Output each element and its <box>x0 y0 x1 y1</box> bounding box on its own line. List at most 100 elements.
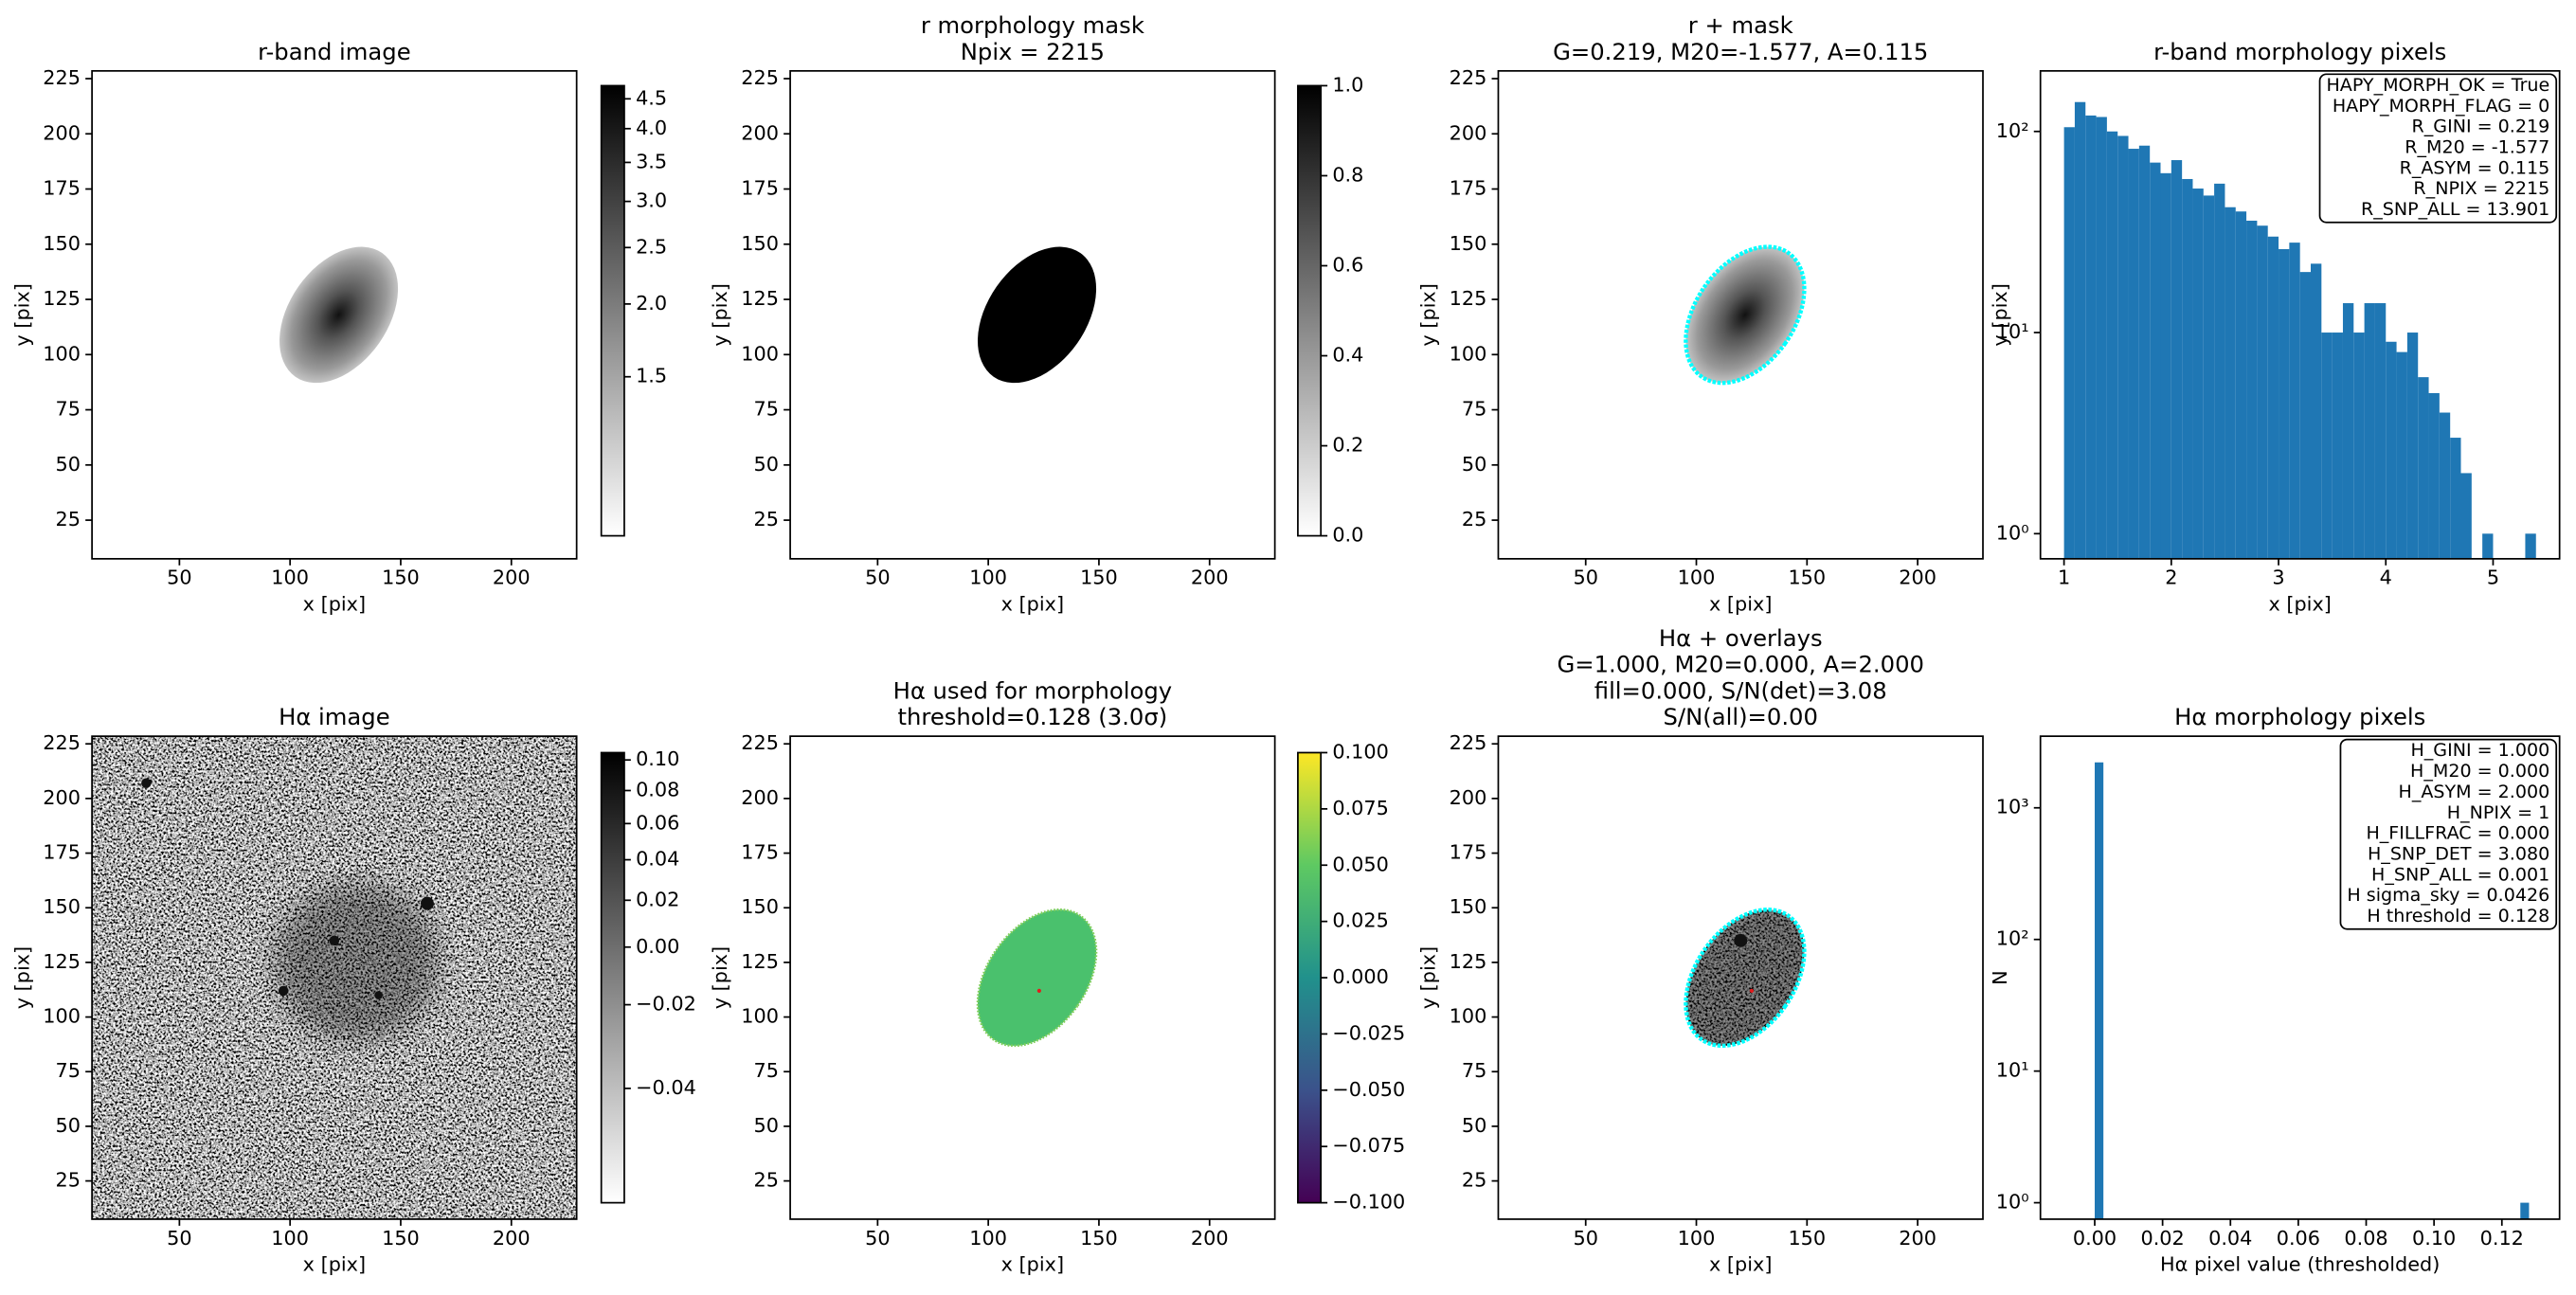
bar <box>2311 263 2322 559</box>
image-area <box>976 908 1098 1048</box>
y-tick-label: 25 <box>56 508 81 531</box>
y-tick-label: 75 <box>753 1059 778 1082</box>
bar <box>2525 533 2536 559</box>
panel-title: Hα image <box>279 703 390 730</box>
colorbar <box>1297 84 1323 537</box>
colorbar-tick-label: 3.5 <box>636 150 667 172</box>
axes-frame <box>2039 735 2561 1220</box>
dark-spot <box>421 896 434 910</box>
bar <box>2117 135 2129 559</box>
image-area <box>279 246 399 384</box>
y-axis-label: y [pix] <box>1989 283 2011 346</box>
x-tick-label: 200 <box>1191 567 1229 589</box>
axes-frame <box>1497 69 1984 560</box>
x-tick-label: 150 <box>1080 567 1118 589</box>
colorbar-tick-label: 0.06 <box>636 811 679 834</box>
bar <box>2332 333 2343 559</box>
source <box>1684 244 1807 386</box>
y-tick-label: 125 <box>1450 287 1487 310</box>
bar <box>2364 303 2375 559</box>
y-tick-label: 10⁰ <box>1996 521 2029 544</box>
y-axis-label: y [pix] <box>709 946 731 1009</box>
annotation-box <box>2339 738 2558 930</box>
y-tick-label: 225 <box>43 66 81 89</box>
source <box>1684 908 1807 1049</box>
x-tick-label: 100 <box>1678 567 1716 589</box>
bar <box>2428 392 2440 559</box>
bar <box>2182 178 2193 559</box>
panel-title: r-band image <box>258 38 411 65</box>
y-tick-label: 225 <box>741 66 779 89</box>
panel-title: Hα morphology pixels <box>2174 703 2425 730</box>
colorbar-tick-label: 0.02 <box>636 888 679 910</box>
y-tick-label: 100 <box>741 342 779 365</box>
annotation-line: H_FILLFRAC = 0.000 <box>2366 823 2549 844</box>
bar <box>2353 333 2365 559</box>
y-axis-label: N <box>1989 970 2011 985</box>
bar <box>2482 533 2494 559</box>
y-axis-label: y [pix] <box>1417 946 1440 1009</box>
colorbar-tick-label: 0.00 <box>636 935 679 958</box>
x-tick-label: 150 <box>1080 1227 1118 1250</box>
annotation-line: H_GINI = 1.000 <box>2410 740 2549 761</box>
x-tick-label: 50 <box>865 567 890 589</box>
colorbar-tick-label: 0.100 <box>1332 740 1389 763</box>
y-tick-label: 25 <box>753 508 778 531</box>
galaxy <box>1684 244 1807 386</box>
y-tick-label: 125 <box>741 950 779 973</box>
colorbar-tick-label: −0.04 <box>636 1076 696 1099</box>
annotation-box <box>2318 73 2558 224</box>
y-tick-label: 25 <box>1462 508 1486 531</box>
x-axis-label: x [pix] <box>2268 592 2331 615</box>
bar <box>2235 211 2247 559</box>
bar <box>2342 303 2354 559</box>
annotation-line: H_SNP_ALL = 0.001 <box>2371 864 2549 885</box>
x-tick-label: 4 <box>2380 567 2392 589</box>
bar <box>2214 183 2225 559</box>
y-tick-label: 10² <box>1996 119 2029 142</box>
panel-title: r-band morphology pixels <box>2153 38 2446 65</box>
bar <box>2096 117 2107 559</box>
bar <box>2128 149 2139 559</box>
axes-frame <box>1497 735 1984 1220</box>
bar <box>2299 272 2311 559</box>
bar <box>2160 172 2171 559</box>
y-tick-label: 75 <box>1462 398 1486 421</box>
annotation-line: R_ASYM = 0.115 <box>2400 157 2550 178</box>
dark-spot <box>1734 933 1748 947</box>
colorbar-tick-label: 4.0 <box>636 117 667 139</box>
peak-pixel <box>1749 988 1754 993</box>
y-tick-label: 10¹ <box>1996 320 2029 343</box>
bar <box>2106 131 2118 559</box>
bar <box>2406 333 2419 559</box>
y-axis-label: y [pix] <box>1417 283 1440 346</box>
panel-title: Npix = 2215 <box>961 38 1105 65</box>
colorbar <box>1297 751 1323 1204</box>
x-axis-label: x [pix] <box>1709 1253 1772 1276</box>
annotation-line: H_NPIX = 1 <box>2447 802 2550 823</box>
y-tick-label: 175 <box>43 177 81 200</box>
x-tick-label: 50 <box>1573 567 1597 589</box>
colorbar-tick-label: 0.08 <box>636 778 679 800</box>
y-tick-label: 50 <box>56 453 81 476</box>
axes-frame <box>91 735 578 1220</box>
x-tick-label: 1 <box>2058 567 2070 589</box>
y-tick-label: 75 <box>1462 1059 1486 1082</box>
colorbar-tick-label: 1.5 <box>636 365 667 387</box>
annotation-line: HAPY_MORPH_FLAG = 0 <box>2333 96 2549 117</box>
bar <box>2138 145 2151 559</box>
y-tick-label: 25 <box>753 1169 778 1192</box>
x-tick-label: 200 <box>493 567 531 589</box>
axes-frame <box>2039 69 2561 560</box>
y-tick-label: 175 <box>43 841 81 864</box>
bar <box>2439 412 2451 559</box>
x-tick-label: 200 <box>493 1227 531 1250</box>
x-axis-label: x [pix] <box>303 1253 366 1276</box>
x-axis-label: x [pix] <box>1001 592 1064 615</box>
bar <box>2289 243 2300 559</box>
y-axis-label: y [pix] <box>709 283 731 346</box>
colorbar <box>600 751 625 1204</box>
x-tick-label: 0.04 <box>2208 1227 2252 1250</box>
y-tick-label: 175 <box>1450 177 1487 200</box>
x-tick-label: 0.00 <box>2073 1227 2117 1250</box>
